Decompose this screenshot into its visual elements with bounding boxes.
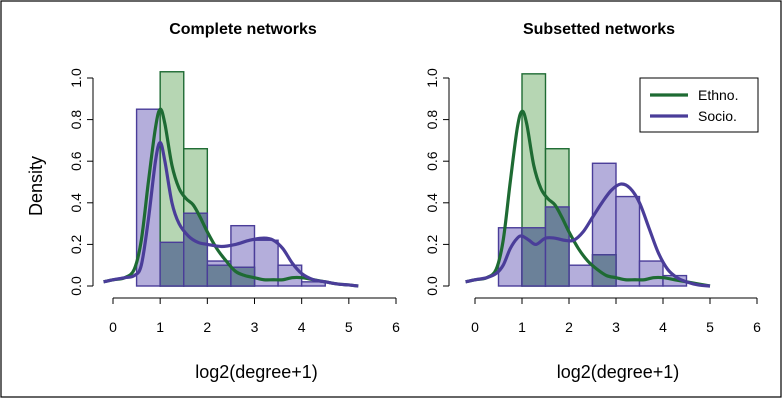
y-tick-label: 0.8 bbox=[68, 110, 84, 130]
y-axis-label: Density bbox=[26, 156, 46, 216]
density-curve-ethno bbox=[465, 109, 711, 288]
x-tick-label: 2 bbox=[203, 319, 211, 335]
histogram-bar-socio bbox=[638, 260, 664, 287]
x-tick-label: 3 bbox=[612, 319, 620, 335]
y-tick-label: 0.4 bbox=[424, 193, 440, 213]
panel-complete-networks: Complete networks 0.0 0.2 0.4 0.6 0.8 1.0 0 1 2 3 4… bbox=[68, 21, 400, 382]
density-curve-socio bbox=[103, 140, 359, 288]
legend-box bbox=[639, 77, 759, 133]
legend-label-ethno: Ethno. bbox=[698, 87, 738, 103]
histogram-overlap bbox=[544, 206, 570, 287]
y-tick-label: 0.6 bbox=[424, 151, 440, 171]
y-tick-label: 0.0 bbox=[68, 276, 84, 296]
density-curve-socio bbox=[465, 182, 711, 288]
y-tick-label: 0.6 bbox=[68, 151, 84, 171]
x-tick-label: 5 bbox=[706, 319, 714, 335]
x-axis-label: log2(degree+1) bbox=[195, 362, 318, 382]
histogram-bar-socio bbox=[568, 264, 594, 287]
legend-label-socio: Socio. bbox=[698, 108, 737, 124]
density-curve-ethno bbox=[103, 107, 359, 288]
histogram-overlap bbox=[183, 212, 209, 287]
panel-title: Complete networks bbox=[169, 21, 317, 38]
x-tick-label: 5 bbox=[345, 319, 353, 335]
x-tick-label: 4 bbox=[659, 319, 667, 335]
x-tick-label: 2 bbox=[565, 319, 573, 335]
panel-subsetted-networks: Subsetted networks 0.0 0.2 0.4 0.6 0.8 1.0 0 1 2 3… bbox=[424, 21, 761, 382]
x-tick-label: 1 bbox=[518, 319, 526, 335]
y-tick-label: 0.8 bbox=[424, 110, 440, 130]
histogram-bar-socio bbox=[300, 281, 326, 287]
y-tick-label: 0.2 bbox=[68, 234, 84, 254]
histogram-bar-socio bbox=[135, 108, 161, 287]
x-tick-label: 6 bbox=[753, 319, 761, 335]
x-tick-label: 6 bbox=[392, 319, 400, 335]
y-tick-label: 0.2 bbox=[424, 234, 440, 254]
x-tick-label: 3 bbox=[251, 319, 259, 335]
x-axis-label: log2(degree+1) bbox=[557, 362, 680, 382]
histogram-bar-socio bbox=[253, 239, 279, 287]
x-tick-label: 4 bbox=[298, 319, 306, 335]
y-tick-label: 1.0 bbox=[424, 68, 440, 88]
x-tick-label: 1 bbox=[156, 319, 164, 335]
y-tick-label: 0.4 bbox=[68, 193, 84, 213]
x-tick-label: 0 bbox=[471, 319, 479, 335]
histogram-bar-socio bbox=[615, 195, 641, 287]
y-tick-label: 1.0 bbox=[68, 68, 84, 88]
histogram-overlap bbox=[159, 241, 185, 287]
histogram-overlap bbox=[206, 264, 232, 287]
panel-title: Subsetted networks bbox=[523, 21, 675, 38]
x-tick-label: 0 bbox=[109, 319, 117, 335]
y-tick-label: 0.0 bbox=[424, 276, 440, 296]
